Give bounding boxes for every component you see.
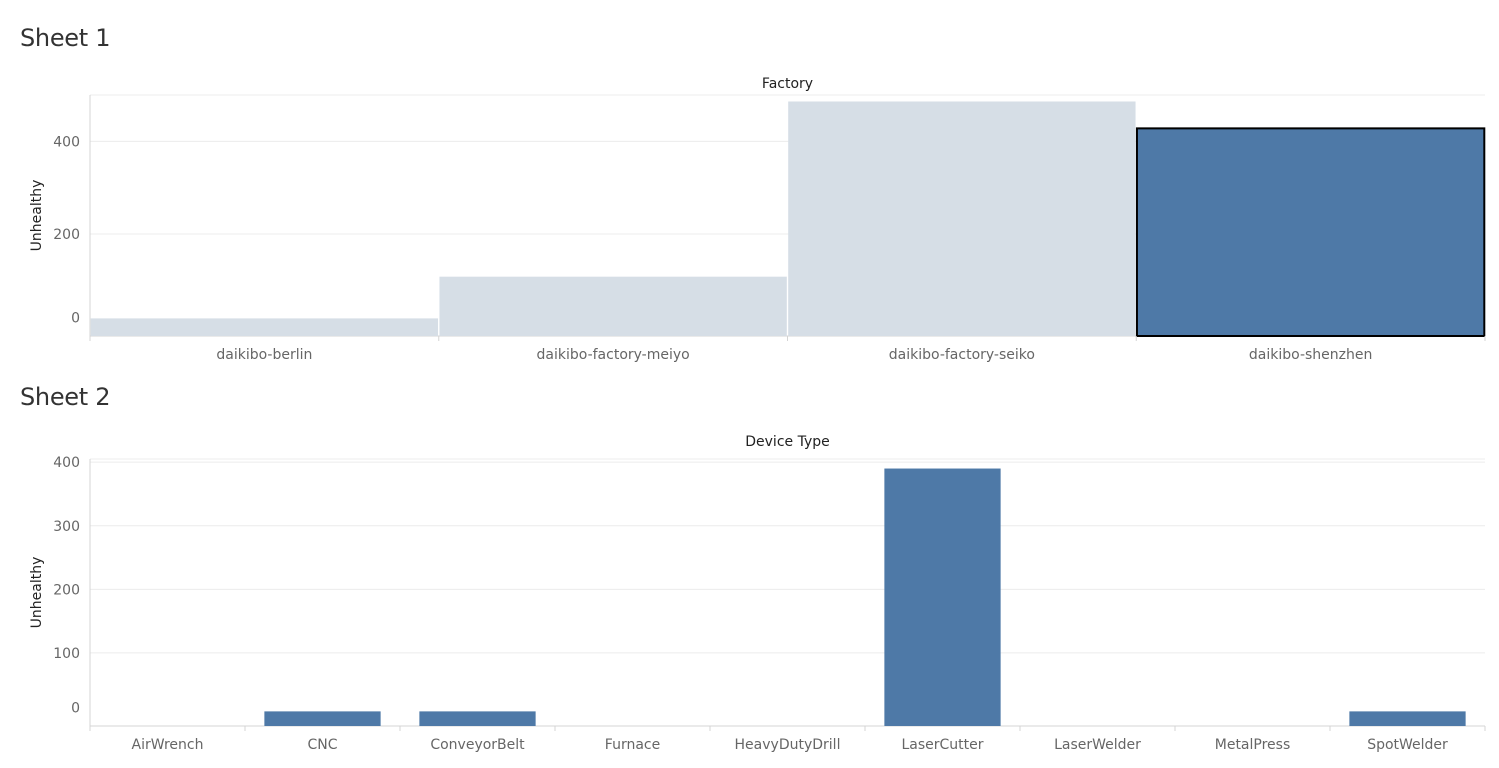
x-tick-label-lasercutter: LaserCutter (901, 737, 983, 753)
bar-lasercutter[interactable] (884, 468, 1001, 726)
y-tick-label: 400 (53, 134, 80, 150)
x-tick-label-daikibo-factory-seiko: daikibo-factory-seiko (889, 347, 1035, 363)
sheet-2-title: Sheet 2 (20, 383, 111, 411)
y-axis-label: Unhealthy (29, 557, 45, 629)
x-tick-label-daikibo-factory-meiyo: daikibo-factory-meiyo (537, 347, 690, 363)
bar-daikibo-shenzhen[interactable] (1135, 127, 1486, 337)
bar-daikibo-factory-meiyo[interactable] (439, 276, 787, 336)
y-tick-label: 200 (53, 227, 80, 243)
device-type-bar-chart: Device Type Unhealthy 0 100 200 300 400 AirWren… (29, 434, 1486, 753)
y-tick-label: 400 (53, 455, 80, 471)
x-tick-label-daikibo-berlin: daikibo-berlin (216, 347, 312, 363)
x-tick-label-airwrench: AirWrench (132, 737, 204, 753)
x-tick-label-heavydutydrill: HeavyDutyDrill (735, 737, 841, 753)
x-tick-label-metalpress: MetalPress (1215, 737, 1291, 753)
bar-daikibo-factory-seiko[interactable] (788, 101, 1136, 336)
x-tick-label-cnc: CNC (307, 737, 337, 753)
chart-title: Device Type (745, 434, 830, 450)
bar-daikibo-berlin[interactable] (90, 318, 439, 336)
y-tick-label: 0 (71, 311, 80, 327)
bar-spotwelder[interactable] (1349, 711, 1466, 726)
y-tick-label: 300 (53, 519, 80, 535)
chart-title: Factory (762, 76, 813, 92)
y-tick-label: 200 (53, 582, 80, 598)
bar-cnc[interactable] (264, 711, 381, 726)
factory-bar-chart: Factory Unhealthy 0 200 400 daikibo-berlin dai… (29, 76, 1486, 363)
bar-conveyorbelt[interactable] (419, 711, 536, 726)
x-tick-label-daikibo-shenzhen: daikibo-shenzhen (1249, 347, 1372, 363)
y-tick-label: 100 (53, 646, 80, 662)
x-tick-label-furnace: Furnace (605, 737, 660, 753)
x-tick-label-spotwelder: SpotWelder (1367, 737, 1448, 753)
y-axis-label: Unhealthy (29, 180, 45, 252)
x-tick-label-laserwelder: LaserWelder (1054, 737, 1141, 753)
y-tick-label: 0 (71, 700, 80, 716)
sheet-1-title: Sheet 1 (20, 24, 111, 52)
x-tick-label-conveyorbelt: ConveyorBelt (430, 737, 525, 753)
